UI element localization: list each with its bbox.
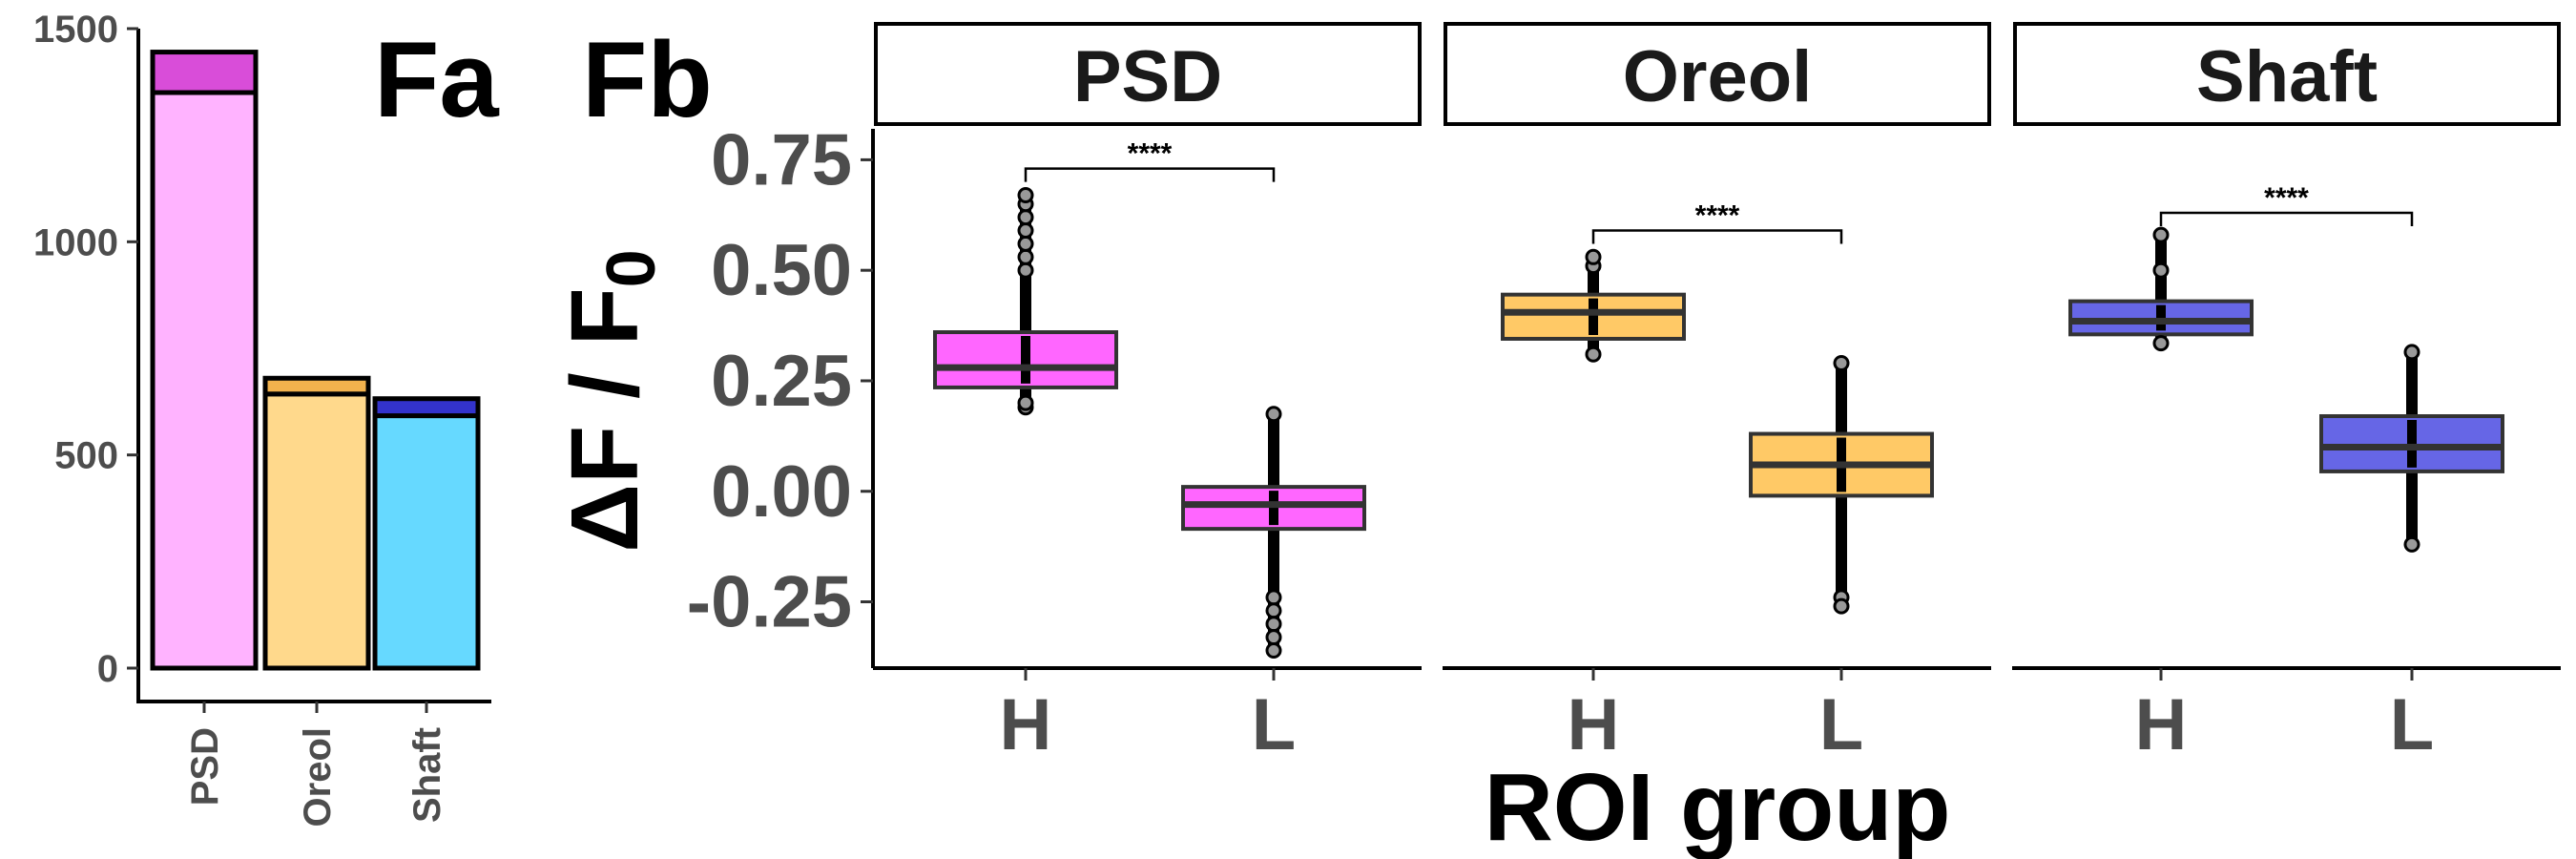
box-plot-x-tick-label: H [1000,684,1052,765]
outlier-point [1585,346,1602,363]
significance-bracket-psd: **** [1024,138,1276,182]
bar-chart-x-tick-label: PSD [184,727,226,806]
significance-label: **** [1695,200,1740,232]
outlier-point [1833,597,1850,615]
outlier-point [1265,616,1282,633]
outlier-point [2152,262,2170,279]
box-plot-y-tick-label: 0.50 [711,230,852,311]
box-plot-y-tick-label: 0.00 [711,451,852,533]
outlier-point [1017,209,1034,226]
bar-chart-y-ticks: 0 500 1000 1500 [33,9,138,690]
facet-oreol: Oreol H L **** [1443,22,1991,765]
outlier-point [2403,535,2420,553]
box-plot-x-tick-label: L [2390,684,2434,765]
box-shaft-h [2068,226,2254,352]
box-plot-facets: PSD H L **** Oreol H L **** Shaft H L **** [873,22,2561,765]
box-psd-l [1181,406,1366,659]
outlier-point [1017,235,1034,252]
box-plot-x-tick-label: H [2135,684,2188,765]
box-plot-y-tick-label: -0.25 [687,562,852,643]
outlier-point [1017,222,1034,240]
bar-chart-y-tick-label: 0 [97,648,118,690]
bar-segment-oreol-0 [262,391,371,671]
bar-chart-y-tick-label: 1500 [33,9,118,51]
facet-strip-psd [874,22,1422,126]
facet-psd: PSD H L **** [873,22,1422,765]
outlier-point [1017,186,1034,203]
outlier-point [1265,629,1282,646]
box-oreol-h [1501,248,1686,363]
box-plot-y-ticks: -0.25 0.00 0.25 0.50 0.75 [687,119,873,643]
box-plot-x-tick-label: L [1252,684,1296,765]
facet-strip-label: Shaft [2196,36,2378,117]
outlier-point [1017,394,1034,411]
outlier-point [1265,406,1282,423]
box-plot-x-tick-label: H [1568,684,1620,765]
bar-segment-shaft-1 [372,396,481,419]
bar-segment-psd-1 [150,50,259,95]
panel-label-b: Fb [582,20,713,139]
outlier-point [1265,641,1282,659]
bar-chart-bars [150,50,481,671]
outlier-point [1017,248,1034,265]
box-shaft-l [2319,344,2504,553]
bar-chart-y-tick-label: 1000 [33,221,118,263]
box-psd-h [933,186,1118,416]
box-plot-y-tick-label: 0.25 [711,341,852,422]
significance-label: **** [1128,138,1173,170]
outlier-point [2403,344,2420,361]
outlier-point [2152,335,2170,352]
facet-strip-shaft [2013,22,2561,126]
outlier-point [1017,262,1034,279]
bracket-line [2159,211,2414,226]
box-plot-y-axis-title: ΔF / F0 [551,249,670,552]
bar-segment-oreol-1 [262,375,371,397]
box-plot-y-tick-label: 0.75 [711,119,852,200]
box-plot-x-axis-title: ROI group [1485,754,1951,859]
bar-chart-x-tick-label: Shaft [406,727,448,823]
bracket-line [1024,167,1276,182]
bar-segment-shaft-0 [372,413,481,671]
bracket-line [1591,229,1843,244]
panel-label-a: Fa [374,20,499,139]
box-plot-panel: -0.25 0.00 0.25 0.50 0.75 PSD H L **** Oreol H L **… [551,22,2561,859]
box-plot-x-tick-label: L [1819,684,1863,765]
facet-shaft: Shaft H L **** [2012,22,2561,765]
outlier-point [1833,354,1850,371]
significance-label: **** [2264,182,2309,214]
bar-chart-x-ticks: PSD Oreol Shaft [184,702,448,827]
bar-chart-panel: 0 500 1000 1500 PSD Oreol Shaft [33,9,491,827]
outlier-point [2152,226,2170,243]
bar-chart-x-tick-label: Oreol [297,727,339,827]
facet-strip-oreol [1444,22,1991,126]
bar-chart-y-tick-label: 500 [54,435,118,477]
outlier-point [1265,589,1282,606]
significance-bracket-shaft: **** [2159,182,2414,226]
outlier-point [1265,602,1282,619]
facet-strip-label: PSD [1073,36,1222,117]
facet-strip-label: Oreol [1623,36,1813,117]
significance-bracket-oreol: **** [1591,200,1843,244]
bar-segment-psd-0 [150,90,259,671]
outlier-point [1585,248,1602,265]
box-oreol-l [1749,354,1934,615]
